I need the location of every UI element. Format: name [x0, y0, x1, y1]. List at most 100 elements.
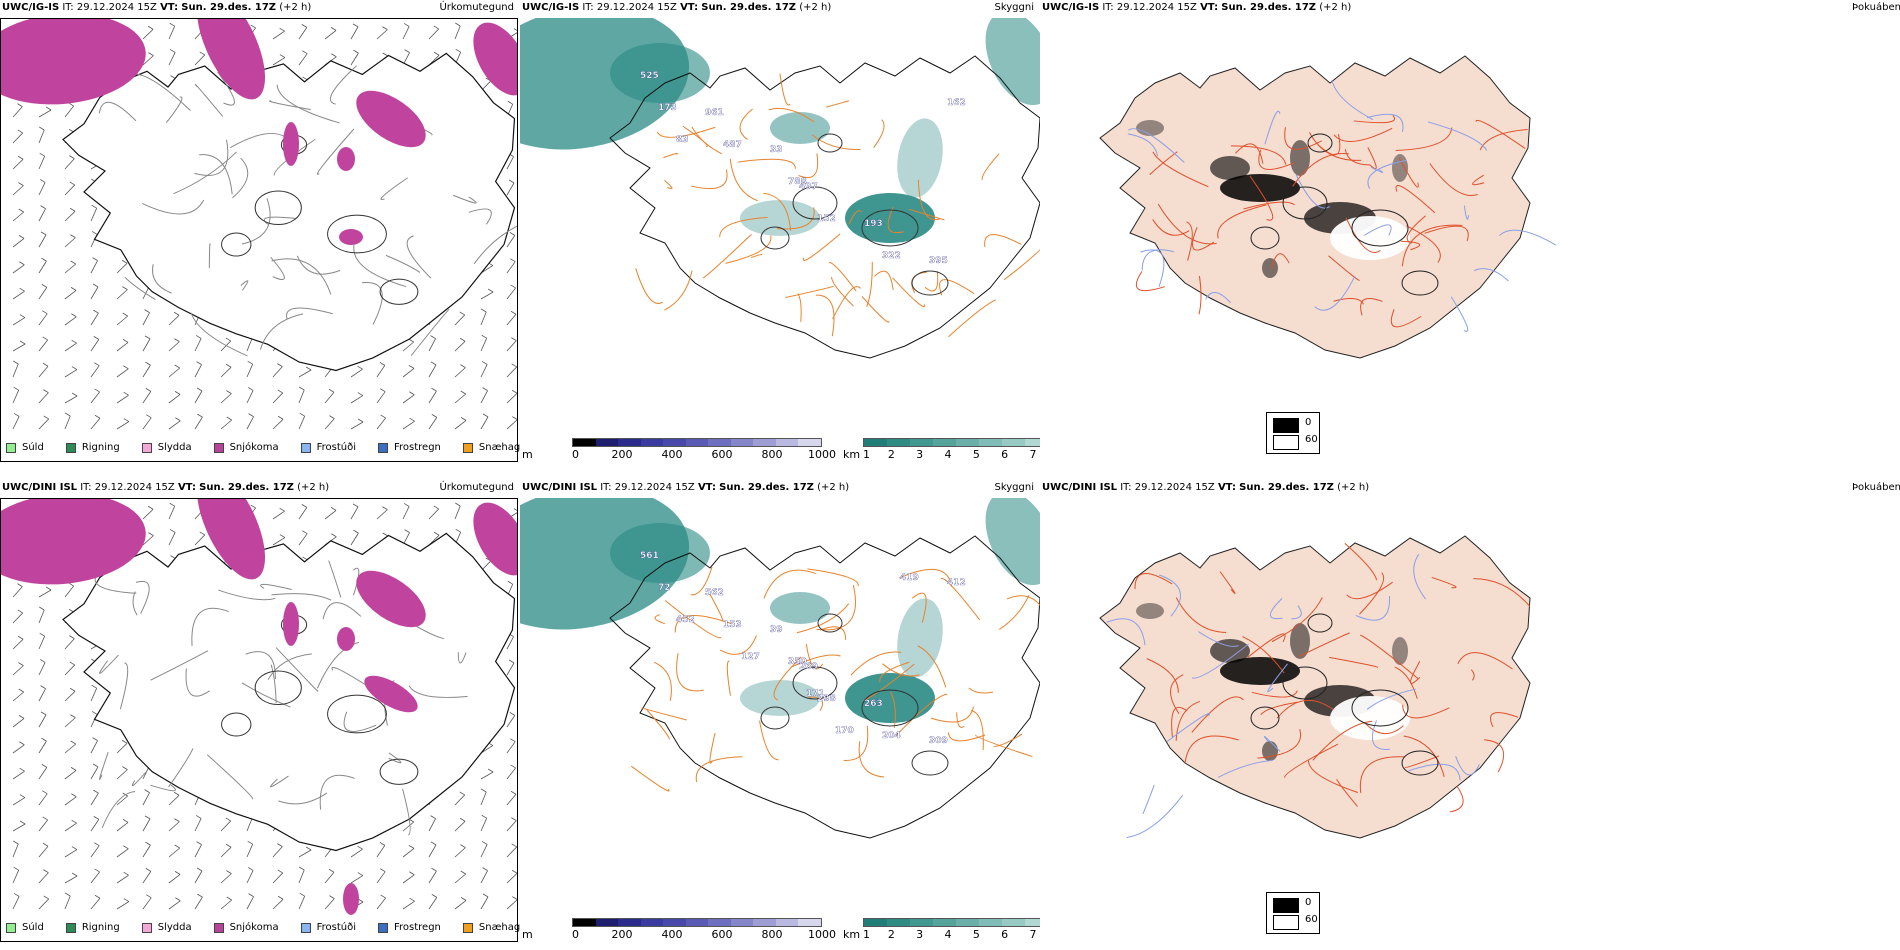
precip-legend-item: Slydda	[141, 442, 192, 453]
wind-barb	[428, 364, 437, 378]
legend-label: Slydda	[157, 922, 192, 933]
precip-legend-item: Rigning	[65, 442, 120, 453]
colorbar-bin	[663, 439, 686, 446]
wind-barb	[12, 691, 24, 702]
wind-barb-flag	[144, 335, 151, 340]
wind-barb	[64, 158, 75, 170]
cloud-base-label: 322	[882, 251, 901, 261]
wind-barb-flag	[39, 606, 45, 611]
wind-barb-flag	[250, 504, 256, 509]
map-layer	[0, 0, 520, 430]
vt-value: Sun. 29.des. 17Z	[719, 482, 814, 493]
wind-barb-flag	[511, 817, 517, 821]
wind-barb-flag	[482, 413, 489, 418]
wind-barb-flag	[148, 52, 154, 56]
wind-barb-flag	[123, 845, 129, 850]
colorbar-tick-label: 1	[863, 928, 870, 941]
wind-barb	[506, 366, 518, 378]
wind-barb-flag	[508, 659, 515, 664]
road-line	[858, 741, 885, 778]
wind-barb-flag	[380, 388, 386, 393]
wind-barb-flag	[41, 737, 47, 742]
road-line	[654, 614, 665, 625]
wind-barb-flag	[353, 529, 359, 534]
colorbar-ticks: 0 200 400 600 800 1000	[572, 448, 836, 461]
road-line	[1284, 743, 1339, 778]
wind-barb	[116, 394, 129, 404]
wind-barb-flag	[17, 635, 24, 640]
fog-panel-1: UWC/IG-IS IT: 29.12.2024 15Z VT: Sun. 29…	[1040, 0, 1900, 470]
road-line	[1298, 632, 1350, 658]
wind-barb	[272, 872, 284, 884]
road-line	[890, 691, 896, 729]
colorbar-tick-label: 0	[572, 448, 579, 461]
wind-barb-flag	[19, 767, 25, 772]
wind-barb	[350, 875, 364, 884]
road-line	[759, 720, 779, 761]
wind-barb-flag	[330, 27, 337, 31]
wind-barb	[168, 420, 181, 430]
wind-barb	[38, 418, 50, 430]
map-layer	[0, 480, 520, 915]
wind-barb	[64, 717, 76, 728]
road-line	[850, 651, 902, 676]
road-line	[807, 568, 859, 587]
wind-barb-flag	[173, 791, 180, 796]
wind-barb	[12, 823, 26, 832]
wind-barb-flag	[122, 766, 128, 770]
road-line	[763, 569, 817, 599]
wind-barb	[272, 30, 285, 40]
it-label: IT:	[1120, 482, 1132, 493]
wind-barb	[324, 872, 335, 884]
wind-barb	[64, 369, 78, 378]
wind-barb	[428, 390, 437, 404]
wind-barb-flag	[196, 841, 202, 845]
wind-barb	[12, 185, 24, 196]
wind-barb	[12, 870, 20, 884]
wind-barb	[168, 874, 181, 884]
colorbar-bin	[573, 919, 596, 926]
wind-barb	[38, 313, 48, 326]
road-line	[1473, 578, 1531, 607]
it-value: 29.12.2024 15Z	[1116, 2, 1197, 13]
road-line	[1424, 225, 1469, 242]
wind-barb-flag	[197, 413, 203, 418]
wind-barb	[12, 416, 20, 430]
wind-barb	[90, 208, 98, 222]
precip-legend: Súld Rigning Slydda Snjókoma Frostúði Frostre…	[6, 922, 520, 933]
cloud-base-label: 152	[817, 214, 836, 224]
model-name: UWC/DINI ISL	[1042, 482, 1118, 493]
legend-label: Frostúði	[316, 442, 356, 453]
road-line	[1359, 572, 1385, 615]
wind-barb-flag	[225, 337, 231, 342]
wind-barb	[12, 290, 25, 300]
wind-barb	[298, 389, 305, 404]
visibility-unit: km	[843, 448, 861, 461]
road-line	[882, 663, 920, 677]
wind-barb-flag	[174, 871, 181, 875]
wind-barb	[506, 820, 517, 832]
colorbar-ticks: 12345678910	[863, 448, 1040, 461]
wind-barb-flag	[199, 531, 205, 536]
wind-barb-flag	[17, 609, 23, 614]
wind-barb	[12, 238, 25, 248]
road-line	[1344, 149, 1371, 166]
wind-barb-flag	[40, 231, 47, 236]
road-line	[190, 312, 248, 357]
road-line	[410, 308, 450, 357]
wind-barb-flag	[225, 843, 232, 848]
legend-label: Súld	[22, 442, 44, 453]
low-visibility-area	[520, 498, 690, 630]
road-line	[1359, 634, 1419, 680]
wind-barb-flag	[13, 866, 19, 871]
wind-barb-flag	[71, 872, 78, 877]
wind-barb	[480, 896, 489, 910]
wind-barb-flag	[65, 892, 71, 897]
road-line	[1267, 663, 1288, 693]
cloud-base-label: 263	[864, 699, 883, 709]
road-line	[1192, 227, 1215, 251]
wind-barb	[12, 612, 24, 624]
wind-barb	[298, 869, 305, 884]
road-line	[229, 133, 285, 149]
wind-barb-flag	[408, 365, 415, 369]
